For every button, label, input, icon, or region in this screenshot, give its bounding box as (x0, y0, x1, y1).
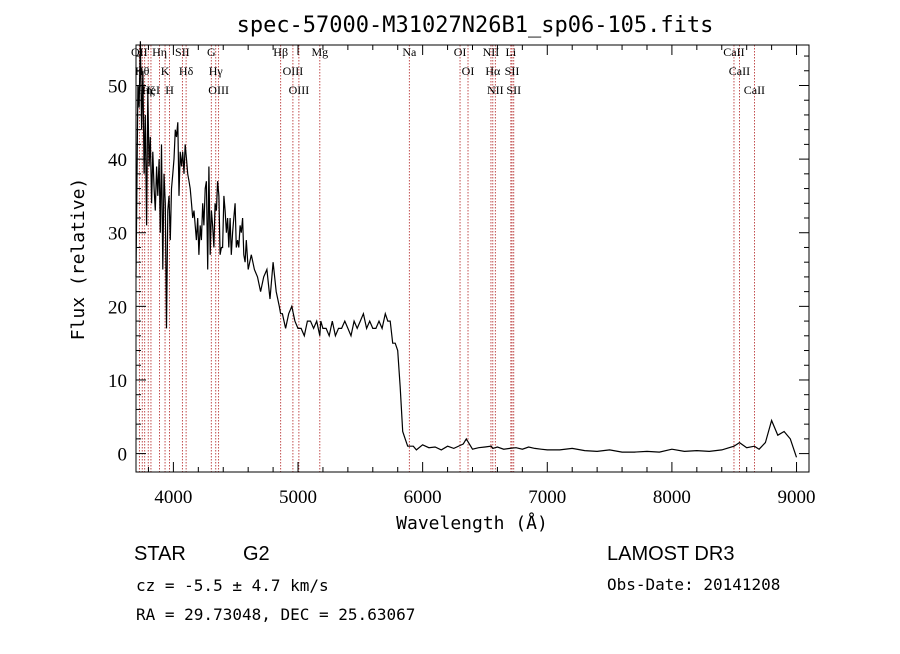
x-axis-label: Wavelength (Å) (396, 512, 548, 534)
object-class-label: STAR (134, 543, 186, 565)
x-tick-label-1: 5000 (279, 487, 317, 508)
line-label-3-0: Hζ (141, 83, 155, 97)
line-label-6-0: K (161, 64, 170, 78)
line-label-11-0: Hγ (209, 64, 224, 78)
chart-title: spec-57000-M31027N26B1_sp06-105.fits (237, 13, 714, 38)
coordinates-label: RA = 29.73048, DEC = 25.63067 (136, 605, 415, 624)
plot-frame (135, 44, 810, 473)
line-label-28-0: CaII (744, 83, 765, 97)
line-label-25-0: SII (506, 83, 521, 97)
y-tick-label-3: 30 (108, 224, 127, 245)
line-label-27-0: CaII (729, 64, 750, 78)
x-tick-label-4: 8000 (653, 487, 691, 508)
y-tick-label-5: 50 (108, 76, 127, 97)
line-label-18-0: OI (454, 45, 467, 59)
line-label-21-0: Hα (485, 64, 501, 78)
emission-line-markers (138, 45, 755, 472)
line-label-26-0: CaII (723, 45, 744, 59)
emission-line-labels: OIIHθHηHζHeIHηKHSIIHδGHγOIIIHβOIIIOIIIMg… (131, 45, 765, 97)
y-tick-label-4: 40 (108, 150, 127, 171)
line-label-20-0: NII (483, 45, 500, 59)
line-label-16-0: Mg (311, 45, 328, 59)
obs-date-label: Obs-Date: 20141208 (607, 575, 780, 594)
x-tick-label-5: 9000 (778, 487, 816, 508)
y-tick-label-2: 20 (108, 297, 127, 318)
line-label-7-0: H (165, 83, 174, 97)
line-label-14-0: OIII (283, 64, 304, 78)
redshift-label: cz = -5.5 ± 4.7 km/s (136, 576, 329, 595)
subclass-label: G2 (243, 543, 270, 565)
line-label-4-0: HeI (142, 83, 160, 97)
x-axis-ticks: 4000 5000 6000 7000 8000 9000 (147, 45, 816, 508)
line-label-12-0: OIII (208, 83, 229, 97)
spectrum-series-line (135, 41, 798, 458)
line-label-24-0: SII (505, 64, 520, 78)
survey-label: LAMOST DR3 (607, 543, 734, 565)
line-label-13-0: Hβ (273, 45, 288, 59)
line-label-5-0: Hη (152, 45, 167, 59)
x-tick-label-0: 4000 (154, 487, 192, 508)
line-label-10-0: G (207, 45, 216, 59)
line-label-15-0: OIII (289, 83, 310, 97)
line-label-17-0: Na (402, 45, 417, 59)
line-label-23-0: Li (506, 45, 517, 59)
y-axis-ticks: 0 10 20 30 40 50 (108, 55, 809, 466)
line-label-22-0: NII (487, 83, 504, 97)
line-label-19-0: OI (462, 64, 475, 78)
y-tick-label-1: 10 (108, 371, 127, 392)
y-tick-label-0: 0 (118, 445, 128, 466)
line-label-8-0: SII (175, 45, 190, 59)
line-label-9-0: Hδ (179, 64, 194, 78)
y-axis-label: Flux (relative) (68, 178, 89, 341)
x-tick-label-3: 7000 (528, 487, 566, 508)
line-label-0-0: OII (131, 45, 148, 59)
x-tick-label-2: 6000 (404, 487, 442, 508)
